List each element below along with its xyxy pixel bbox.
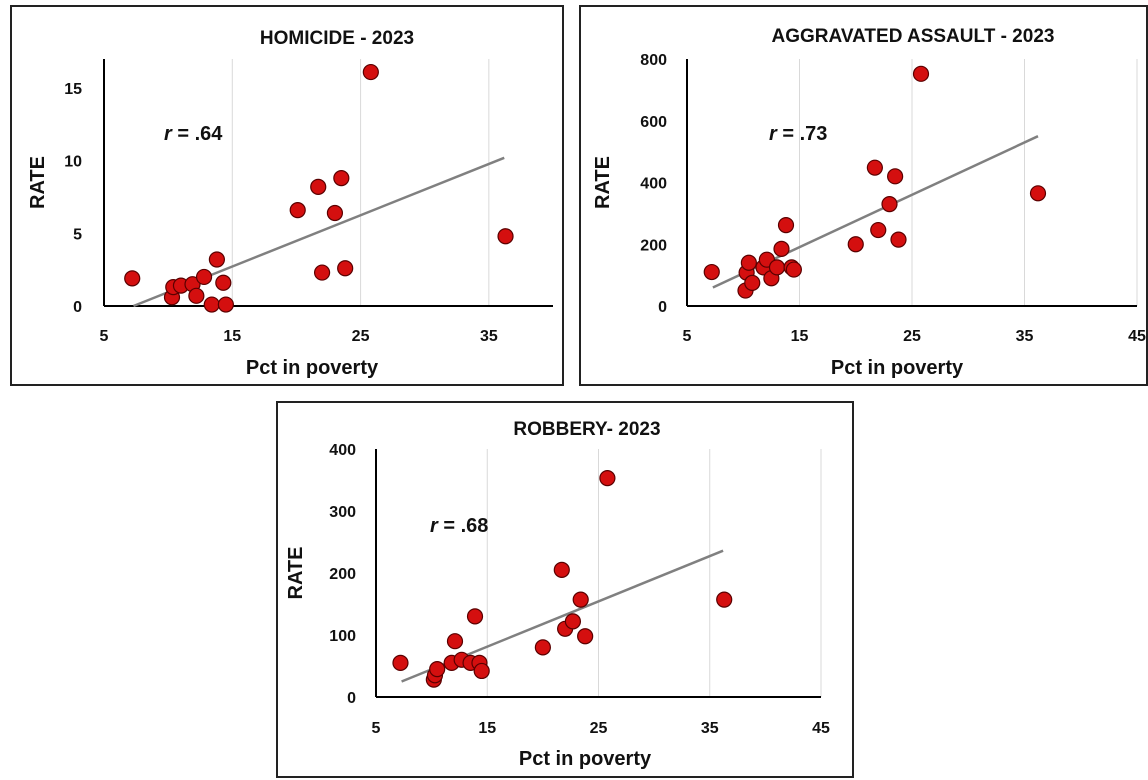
assault-y-axis-title: RATE: [592, 156, 614, 209]
robbery-x-tick-label: 35: [701, 720, 719, 737]
robbery-data-point: [473, 662, 490, 680]
assault-data-point: [740, 254, 757, 271]
assault-y-tick-label: 0: [658, 299, 667, 316]
assault-correlation-label: r = .73: [769, 123, 827, 145]
assault-data-point: [777, 217, 795, 234]
assault-x-tick-label: 15: [791, 328, 809, 345]
robbery-data-point: [553, 561, 570, 578]
homicide-data-point: [215, 274, 232, 291]
assault-data-point: [870, 221, 887, 239]
assault-data-point: [847, 236, 864, 253]
robbery-data-point: [429, 661, 446, 678]
homicide-chart-panel: HOMICIDE - 2023 5 15 25 35 0 5 10 15 Pct in pover…: [10, 5, 564, 386]
robbery-x-axis-title: Pct in poverty: [519, 748, 652, 770]
robbery-x-tick-label: 45: [812, 720, 830, 737]
robbery-y-tick-label: 100: [329, 628, 356, 645]
homicide-data-point: [497, 228, 514, 245]
robbery-scatter-plot: ROBBERY- 2023 5 15 25 35 45 0 100 200 300 400 Pct i…: [285, 419, 830, 770]
assault-x-tick-label: 5: [683, 328, 692, 345]
assault-x-axis-title: Pct in poverty: [831, 357, 964, 379]
homicide-data-point: [203, 296, 220, 313]
homicide-y-axis-title: RATE: [27, 156, 49, 209]
robbery-x-tick-label: 5: [372, 720, 381, 737]
homicide-data-point: [333, 170, 350, 187]
homicide-x-tick-label: 15: [223, 328, 241, 345]
assault-data-point: [785, 261, 802, 278]
homicide-data-point: [313, 264, 331, 281]
assault-data-point: [1029, 185, 1047, 202]
homicide-x-tick-label: 5: [100, 328, 109, 345]
assault-chart-title: AGGRAVATED ASSAULT - 2023: [772, 26, 1055, 47]
homicide-x-tick-label: 35: [480, 328, 498, 345]
assault-data-point: [890, 231, 907, 248]
homicide-chart-title: HOMICIDE - 2023: [260, 28, 414, 49]
homicide-data-point: [310, 178, 327, 195]
assault-data-point: [881, 196, 898, 213]
robbery-y-tick-label: 200: [329, 566, 356, 583]
robbery-correlation-label: r = .68: [430, 515, 488, 537]
robbery-x-tick-label: 15: [478, 720, 496, 737]
homicide-data-point: [195, 268, 213, 286]
assault-data-point: [703, 263, 720, 281]
robbery-data-point: [564, 613, 582, 630]
assault-data-point: [912, 65, 930, 82]
assault-data-point: [768, 259, 786, 276]
homicide-data-point: [362, 63, 379, 81]
assault-y-tick-label: 800: [640, 52, 667, 69]
robbery-y-tick-label: 400: [329, 442, 356, 459]
homicide-y-tick-label: 5: [73, 226, 82, 243]
homicide-data-point: [337, 260, 354, 277]
assault-y-tick-label: 400: [640, 176, 667, 193]
homicide-data-point: [289, 202, 306, 219]
robbery-data-point: [392, 654, 409, 671]
assault-data-point: [744, 274, 761, 291]
homicide-x-tick-label: 25: [352, 328, 370, 345]
assault-x-tick-label: 45: [1128, 328, 1146, 345]
robbery-y-axis-title: RATE: [285, 547, 307, 600]
robbery-y-tick-label: 300: [329, 504, 356, 521]
assault-data-point: [887, 168, 904, 185]
homicide-y-tick-label: 0: [73, 299, 82, 316]
homicide-data-point: [217, 296, 234, 313]
homicide-data-point: [124, 270, 141, 287]
aggravated-assault-scatter-plot: AGGRAVATED ASSAULT - 2023 5 15 25 35 45 0 200 40…: [592, 26, 1146, 379]
robbery-x-tick-label: 25: [590, 720, 608, 737]
assault-y-tick-label: 600: [640, 114, 667, 131]
homicide-data-point: [326, 204, 344, 222]
robbery-y-tick-label: 0: [347, 690, 356, 707]
homicide-data-point: [188, 287, 205, 304]
homicide-x-axis-title: Pct in poverty: [246, 357, 379, 379]
robbery-data-point: [716, 591, 733, 608]
homicide-data-point: [208, 251, 225, 268]
robbery-chart-title: ROBBERY- 2023: [513, 419, 660, 440]
assault-y-tick-label: 200: [640, 237, 667, 254]
robbery-data-point: [466, 608, 484, 625]
homicide-y-tick-label: 10: [64, 154, 82, 171]
robbery-data-point: [577, 628, 594, 645]
assault-data-point: [866, 159, 883, 176]
robbery-chart-panel: ROBBERY- 2023 5 15 25 35 45 0 100 200 300 400 Pct i…: [276, 401, 854, 778]
homicide-y-tick-label: 15: [64, 81, 82, 98]
aggravated-assault-chart-panel: AGGRAVATED ASSAULT - 2023 5 15 25 35 45 0 200 40…: [579, 5, 1148, 386]
assault-data-point: [773, 240, 790, 257]
robbery-data-point: [572, 591, 589, 608]
robbery-data-point: [534, 639, 551, 656]
robbery-data-point: [599, 470, 616, 487]
homicide-correlation-label: r = .64: [164, 123, 223, 145]
homicide-scatter-plot: HOMICIDE - 2023 5 15 25 35 0 5 10 15 Pct in pover…: [27, 28, 553, 379]
assault-x-tick-label: 35: [1016, 328, 1034, 345]
robbery-data-point: [446, 633, 464, 650]
assault-x-tick-label: 25: [903, 328, 921, 345]
